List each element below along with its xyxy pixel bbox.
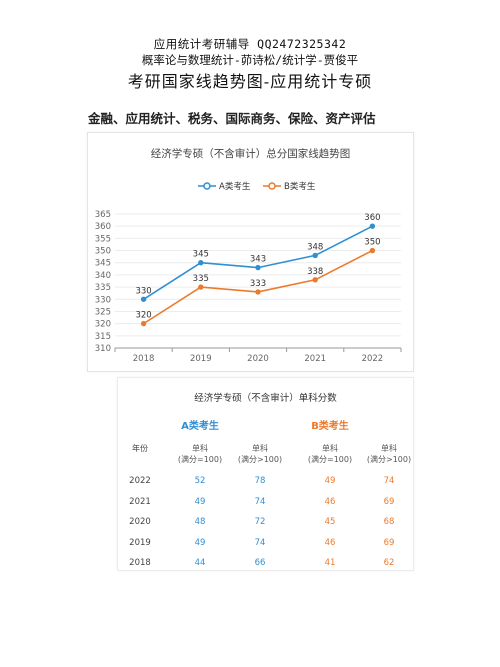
score-cell: 72 — [254, 517, 266, 527]
score-cell: 52 — [194, 476, 206, 486]
trend-chart-card: 经济学专硕（不含审计）总分国家线趋势图 310 315 320 325 330 335 34… — [87, 132, 414, 372]
score-cell: 74 — [383, 476, 395, 486]
data-label: 348 — [307, 242, 323, 252]
y-tick-label: 340 — [95, 271, 111, 281]
column-header-name: 单科 — [252, 444, 268, 453]
data-point — [140, 320, 147, 327]
table-title: 经济学专硕（不含审计）单科分数 — [194, 393, 337, 404]
legend-marker — [268, 182, 276, 190]
legend-marker — [203, 182, 211, 190]
column-header-name: 单科 — [381, 444, 397, 453]
score-cell: 49 — [324, 476, 336, 486]
data-label: 333 — [250, 279, 266, 289]
legend-label: A类考生 — [219, 181, 251, 192]
header-line-tutoring: 应用统计考研辅导 QQ2472325342 — [153, 37, 347, 51]
scores-table-card: 经济学专硕（不含审计）单科分数 A类考生 B类考生 年份 单科 (满分=100) 单科… — [117, 377, 414, 571]
y-tick-label: 320 — [95, 320, 111, 330]
data-point — [312, 252, 318, 259]
x-tick-label: 2022 — [362, 354, 384, 364]
y-tick-label: 310 — [95, 344, 111, 354]
y-tick-label: 335 — [95, 283, 111, 293]
column-header: 单科 (满分=100) — [170, 443, 230, 465]
x-tick-label: 2018 — [133, 354, 155, 364]
score-cell: 74 — [254, 538, 266, 548]
y-tick-label: 315 — [95, 332, 111, 342]
data-point — [198, 284, 204, 290]
score-cell: 41 — [324, 558, 336, 568]
chart-title: 经济学专硕（不含审计）总分国家线趋势图 — [150, 148, 351, 160]
column-header: 单科 (满分>100) — [230, 443, 290, 465]
y-tick-label: 345 — [95, 259, 111, 269]
legend-label: B类考生 — [284, 181, 316, 192]
data-label: 320 — [135, 311, 151, 321]
score-cell: 68 — [383, 517, 395, 527]
column-header-max: (满分>100) — [237, 455, 283, 464]
x-tick-label: 2020 — [247, 354, 269, 364]
column-header: 单科 (满分>100) — [359, 443, 419, 465]
y-tick-label: 365 — [95, 210, 111, 220]
column-header-max: (满分>100) — [366, 455, 412, 464]
score-cell: 48 — [194, 517, 206, 527]
year-header: 年份 — [132, 444, 148, 453]
score-cell: 74 — [254, 497, 266, 507]
group-a-label: A类考生 — [181, 421, 219, 432]
data-label: 335 — [193, 274, 209, 284]
data-point — [140, 296, 147, 302]
y-tick-label: 360 — [95, 222, 111, 232]
y-tick-label: 350 — [95, 247, 111, 257]
y-tick-label: 325 — [95, 307, 111, 317]
score-cell: 46 — [324, 497, 336, 507]
score-cell: 78 — [254, 476, 266, 486]
x-tick-label: 2021 — [304, 354, 326, 364]
score-cell: 62 — [383, 558, 395, 568]
x-tick-label: 2019 — [190, 354, 212, 364]
data-point — [198, 260, 204, 266]
column-header-name: 单科 — [192, 444, 208, 453]
majors-subtitle: 金融、应用统计、税务、国际商务、保险、资产评估 — [88, 111, 376, 126]
group-b-label: B类考生 — [311, 421, 349, 432]
y-tick-label: 330 — [95, 295, 111, 305]
row-year: 2018 — [129, 558, 151, 568]
score-cell: 45 — [324, 517, 336, 527]
row-year: 2019 — [129, 538, 151, 548]
header-line-books: 概率论与数理统计-茆诗松/统计学-贾俊平 — [141, 53, 359, 67]
row-year: 2020 — [129, 517, 151, 527]
y-tick-label: 355 — [95, 234, 111, 244]
row-year: 2022 — [129, 476, 151, 486]
data-label: 360 — [364, 213, 380, 223]
score-cell: 44 — [194, 558, 206, 568]
column-header: 单科 (满分=100) — [300, 443, 360, 465]
page-title: 考研国家线趋势图-应用统计专硕 — [127, 72, 373, 91]
data-label: 345 — [193, 250, 209, 260]
score-cell: 46 — [324, 538, 336, 548]
data-label: 330 — [135, 286, 151, 296]
data-point — [369, 247, 376, 254]
data-point — [255, 264, 261, 271]
score-cell: 69 — [383, 538, 395, 548]
column-header-max: (满分=100) — [307, 455, 353, 464]
trend-line-chart: 310 315 320 325 330 335 340 345 350 355 360 365 2018… — [95, 181, 402, 364]
data-point — [369, 223, 376, 229]
data-point — [255, 289, 261, 295]
score-cell: 49 — [194, 497, 206, 507]
data-label: 338 — [307, 267, 323, 277]
score-cell: 69 — [383, 497, 395, 507]
data-label: 350 — [364, 238, 380, 248]
score-cell: 49 — [194, 538, 206, 548]
data-label: 343 — [250, 255, 266, 265]
data-point — [312, 277, 318, 283]
column-header-max: (满分=100) — [177, 455, 223, 464]
row-year: 2021 — [129, 497, 151, 507]
column-header-name: 单科 — [322, 444, 338, 453]
score-cell: 66 — [254, 558, 266, 568]
